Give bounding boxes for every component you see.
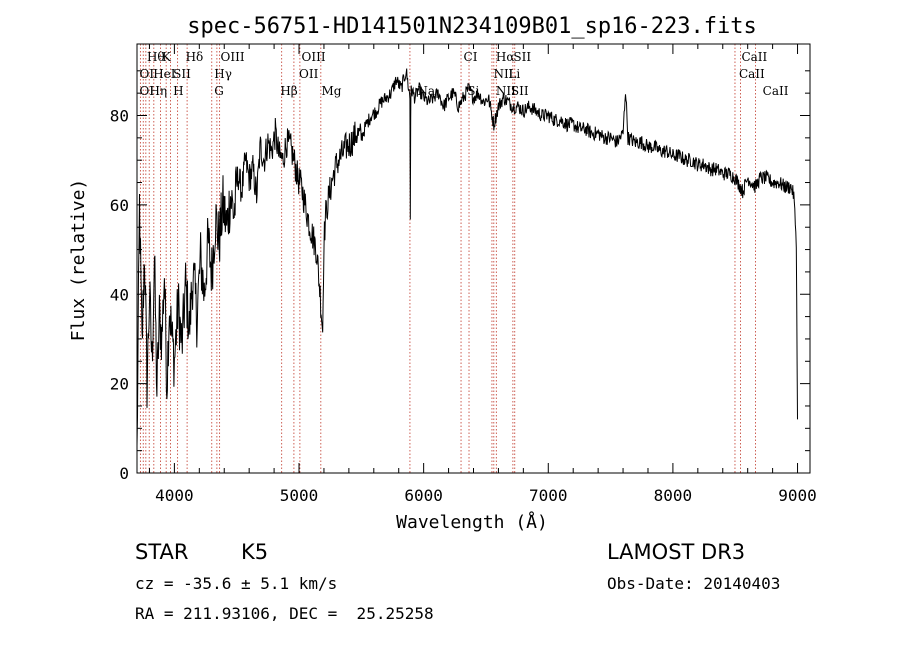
- line-label-top-7: SII: [513, 50, 531, 64]
- object-class: STAR: [135, 540, 189, 564]
- redshift-text: cz = -35.6 ± 5.1 km/s: [135, 574, 338, 593]
- line-label-top-1: K: [162, 50, 172, 64]
- y-tick-label-3: 60: [110, 196, 129, 215]
- line-label-bot-9: SII: [511, 84, 529, 98]
- spectral-line-markers: [139, 44, 756, 473]
- line-label-top-4: OIII: [302, 50, 326, 64]
- axis-ticks: 4000 5000 6000 7000 8000 9000 0 20 40 60 80: [110, 44, 817, 505]
- line-label-top-5: CI: [464, 50, 478, 64]
- line-label-bot-2: H: [173, 84, 183, 98]
- line-label-top-0: Hθ: [147, 50, 165, 64]
- line-label-bot-1: Hη: [149, 84, 167, 98]
- line-label-mid-0: OI: [139, 67, 154, 81]
- plot-frame: [136, 43, 811, 474]
- line-label-mid-2: SII: [173, 67, 191, 81]
- line-label-bot-3: G: [214, 84, 224, 98]
- line-label-bot-5: Mg: [321, 84, 341, 98]
- line-label-top-6: Hα: [496, 50, 515, 64]
- x-axis-label: Wavelength (Å): [396, 511, 548, 533]
- line-label-mid-3: Hγ: [214, 67, 232, 81]
- line-label-mid-6: Li: [508, 67, 520, 81]
- x-tick-label-5: 9000: [778, 486, 817, 505]
- object-subclass: K5: [241, 540, 269, 564]
- y-tick-label-0: 0: [119, 464, 129, 483]
- line-label-top-8: CaII: [741, 50, 767, 64]
- line-label-bot-8: NII: [496, 84, 516, 98]
- observation-date: Obs-Date: 20140403: [607, 574, 781, 593]
- survey-name: LAMOST DR3: [607, 540, 746, 564]
- line-label-top-2: Hδ: [186, 50, 204, 64]
- line-label-bot-4: Hβ: [280, 84, 297, 98]
- x-tick-label-0: 4000: [155, 486, 194, 505]
- y-tick-label-4: 80: [110, 107, 129, 126]
- line-label-bot-0: OI: [139, 84, 154, 98]
- line-label-bot-10: CaII: [763, 84, 789, 98]
- y-tick-label-1: 20: [110, 375, 129, 394]
- line-label-mid-4: OII: [299, 67, 319, 81]
- spectrum-line: [136, 68, 798, 446]
- coordinates-text: RA = 211.93106, DEC = 25.25258: [135, 604, 434, 623]
- y-tick-label-2: 40: [110, 285, 129, 304]
- line-label-top-3: OIII: [221, 50, 245, 64]
- x-tick-label-4: 8000: [654, 486, 693, 505]
- x-tick-label-3: 7000: [529, 486, 568, 505]
- chart-title: spec-56751-HD141501N234109B01_sp16-223.f…: [187, 14, 757, 39]
- line-label-mid-5: NII: [493, 67, 513, 81]
- y-axis-label: Flux (relative): [68, 179, 89, 342]
- line-label-mid-1: HeI: [153, 67, 176, 81]
- line-label-mid-7: CaII: [739, 67, 765, 81]
- x-tick-label-1: 5000: [280, 486, 319, 505]
- x-tick-label-2: 6000: [404, 486, 443, 505]
